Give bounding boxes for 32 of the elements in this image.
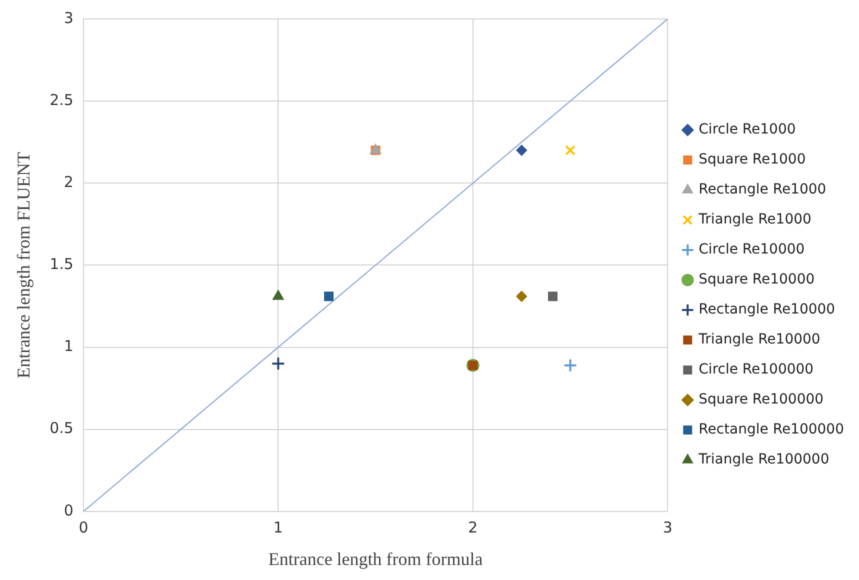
legend-label: Rectangle Re1000	[698, 182, 826, 198]
y-axis-title: Entrance length from FLUENT	[14, 152, 34, 378]
x-tick-label: 0	[78, 518, 88, 536]
legend-label: Circle Re10000	[698, 242, 805, 258]
y-tick-label: 2.5	[50, 90, 74, 109]
y-tick-label: 3	[64, 8, 74, 27]
legend-label: Circle Re1000	[698, 122, 796, 138]
y-tick-label: 1.5	[50, 255, 74, 274]
legend-label: Triangle Re10000	[698, 332, 820, 348]
x-axis-title: Entrance length from formula	[268, 548, 483, 569]
point	[563, 358, 578, 372]
x-tick-label: 1	[273, 518, 283, 536]
point	[324, 292, 334, 302]
legend-label: Square Re1000	[698, 152, 806, 168]
x-tick-label: 2	[468, 518, 478, 536]
y-tick-label: 0	[64, 501, 74, 520]
legend-label: Circle Re100000	[698, 362, 814, 378]
y-tick-label: 0.5	[50, 419, 74, 438]
legend-label: Triangle Re1000	[698, 212, 812, 228]
point	[565, 145, 576, 156]
legend-label: Square Re10000	[698, 272, 815, 288]
y-tick-label: 1	[64, 337, 74, 356]
point	[516, 144, 528, 156]
legend-label: Triangle Re100000	[698, 452, 830, 468]
y-tick-label: 2	[64, 173, 74, 192]
legend-label: Rectangle Re10000	[698, 302, 836, 318]
legend-label: Square Re100000	[698, 392, 824, 408]
legend-label: Rectangle Re100000	[698, 422, 844, 438]
point	[548, 292, 558, 302]
point	[516, 290, 528, 302]
point	[271, 356, 286, 371]
x-tick-label: 3	[662, 518, 672, 536]
